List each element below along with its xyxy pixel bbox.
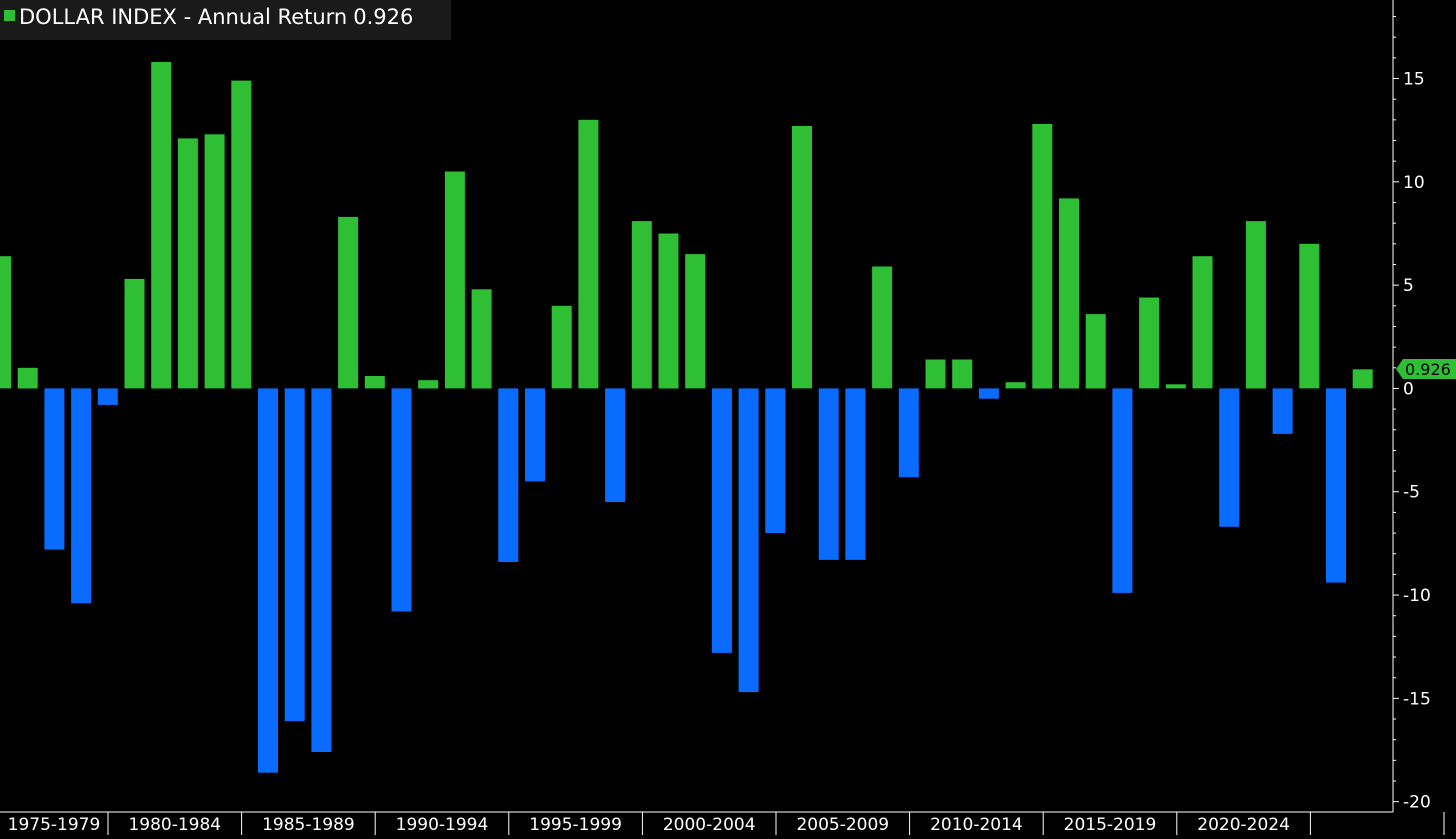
bar-1988: [364, 376, 385, 389]
bar-2007: [872, 266, 893, 389]
bar-1994: [525, 388, 545, 482]
bar-2023: [1299, 243, 1320, 389]
x-period-label: 1995-1999: [529, 815, 622, 835]
bar-1998: [631, 221, 652, 389]
bar-1993: [498, 388, 519, 562]
bar-1990: [418, 380, 439, 389]
bar-2010: [952, 359, 973, 389]
x-period-label: 2000-2004: [663, 815, 756, 835]
y-tick-label: 5: [1403, 276, 1414, 296]
bar-1980: [151, 62, 172, 389]
last-value-tag-shape: [1396, 359, 1456, 379]
bar-1996: [578, 119, 599, 389]
bar-2022: [1272, 388, 1293, 434]
bar-2017: [1139, 297, 1160, 389]
y-tick-label: -15: [1403, 689, 1431, 709]
bar-1976: [44, 388, 65, 550]
bar-1981: [177, 138, 198, 389]
bar-1979: [124, 278, 145, 389]
bar-2018: [1165, 384, 1186, 389]
x-period-label: 1990-1994: [396, 815, 489, 835]
last-value-tag-text: 0.926: [1405, 360, 1451, 379]
x-period-label: 1975-1979: [8, 815, 101, 835]
legend-swatch: [4, 10, 15, 21]
bar-2000: [685, 254, 706, 389]
bar-2020: [1219, 388, 1240, 527]
bar-2014: [1059, 198, 1079, 389]
bar-2005: [818, 388, 839, 560]
bar-1991: [444, 171, 465, 389]
bar-2015: [1085, 314, 1106, 389]
legend-text: DOLLAR INDEX - Annual Return 0.926: [19, 5, 413, 29]
bar-2016: [1112, 388, 1133, 593]
y-tick-label: 0: [1403, 379, 1414, 399]
x-period-label: 1985-1989: [262, 815, 355, 835]
y-axis-labels: 15 10 5 0 -5 -10 -15 -20: [1403, 70, 1431, 813]
bar-2011: [978, 388, 999, 399]
bar-1997: [605, 388, 626, 502]
bar-2013: [1032, 124, 1053, 389]
legend-last-value: 0.926: [353, 5, 413, 29]
bar-2003: [765, 388, 786, 533]
bar-2012: [1005, 382, 1026, 389]
bar-1983: [231, 80, 252, 389]
bars-layer: [0, 62, 1373, 773]
bar-1982: [204, 134, 225, 389]
bar-1984: [258, 388, 278, 773]
x-period-label: 2010-2014: [930, 815, 1023, 835]
bar-1978: [97, 388, 118, 405]
bar-2025: [1352, 369, 1373, 389]
bar-2009: [925, 359, 946, 389]
bar-2008: [898, 388, 919, 478]
bar-1974: [0, 256, 11, 389]
y-tick-label: -20: [1403, 793, 1431, 813]
bar-2004: [792, 126, 812, 389]
bar-1992: [471, 289, 492, 389]
bar-2019: [1192, 256, 1213, 389]
x-period-label: 2005-2009: [796, 815, 889, 835]
last-value-tag: 0.926: [1396, 359, 1456, 379]
x-axis-labels: 1975-1979 1980-1984 1985-1989 1990-1994 1995…: [8, 815, 1290, 835]
x-period-label: 2020-2024: [1197, 815, 1290, 835]
legend: DOLLAR INDEX - Annual Return 0.926: [0, 0, 451, 40]
bar-1989: [391, 388, 412, 612]
bar-1999: [658, 233, 679, 389]
x-period-label: 1980-1984: [128, 815, 221, 835]
y-tick-label: 15: [1403, 70, 1425, 90]
bar-1987: [338, 216, 359, 389]
bar-2006: [845, 388, 866, 560]
y-tick-label: -5: [1403, 483, 1420, 503]
legend-box: [0, 0, 451, 40]
bar-2024: [1326, 388, 1346, 583]
bar-2001: [711, 388, 732, 653]
bar-2021: [1245, 221, 1266, 389]
y-tick-label: 10: [1403, 173, 1425, 193]
bar-1977: [71, 388, 92, 604]
bar-2002: [738, 388, 759, 693]
bar-1995: [551, 305, 572, 389]
y-tick-label: -10: [1403, 586, 1431, 606]
bar-1985: [284, 388, 305, 722]
bar-1986: [311, 388, 332, 752]
bar-1975: [17, 367, 38, 389]
x-period-label: 2015-2019: [1064, 815, 1157, 835]
legend-series-name: DOLLAR INDEX - Annual Return: [19, 5, 347, 29]
